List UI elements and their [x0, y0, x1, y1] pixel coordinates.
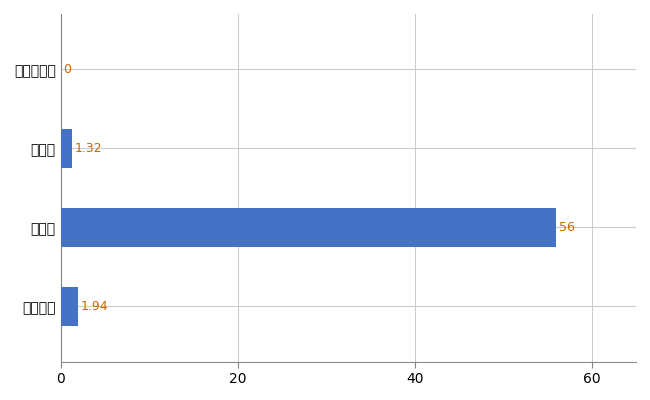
- Text: 0: 0: [63, 63, 72, 76]
- Bar: [60, 128, 72, 168]
- Bar: [60, 208, 556, 247]
- Text: 1.32: 1.32: [75, 142, 103, 155]
- Text: 1.94: 1.94: [81, 300, 108, 313]
- Text: 56: 56: [559, 221, 575, 234]
- Bar: [60, 287, 78, 326]
